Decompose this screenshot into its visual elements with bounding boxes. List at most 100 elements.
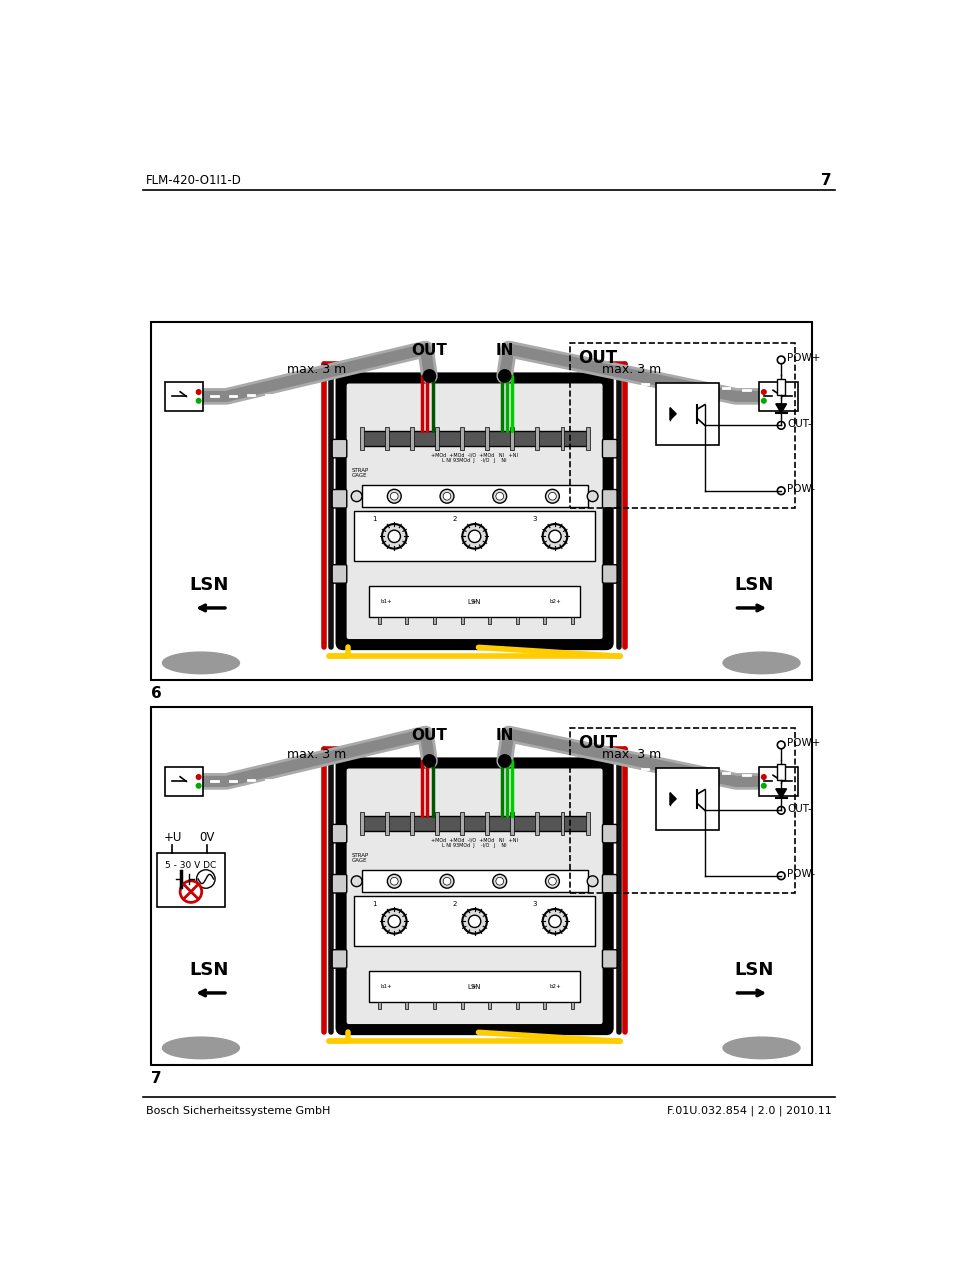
Text: +MOd  +MOd  -I/O  +MOd   NI   +NI: +MOd +MOd -I/O +MOd NI +NI xyxy=(431,452,517,457)
Bar xyxy=(510,427,514,450)
Bar xyxy=(543,1001,546,1009)
Circle shape xyxy=(496,492,503,501)
Polygon shape xyxy=(775,789,785,798)
Circle shape xyxy=(777,355,784,364)
Circle shape xyxy=(196,399,201,403)
Text: max. 3 m: max. 3 m xyxy=(601,748,660,761)
Circle shape xyxy=(196,870,214,888)
Circle shape xyxy=(498,369,511,382)
Text: L NI 93MOd  J    -I/O   J    NI: L NI 93MOd J -I/O J NI xyxy=(442,842,506,847)
FancyBboxPatch shape xyxy=(332,489,347,508)
Circle shape xyxy=(387,874,401,888)
Text: POW+: POW+ xyxy=(786,739,820,748)
Text: FLM-420-O1I1-D: FLM-420-O1I1-D xyxy=(146,175,242,187)
Circle shape xyxy=(548,530,560,543)
Text: 7: 7 xyxy=(821,173,831,189)
Text: b1+: b1+ xyxy=(380,599,393,604)
Circle shape xyxy=(542,910,567,934)
Bar xyxy=(361,870,587,892)
Text: STRAP
GAGE: STRAP GAGE xyxy=(351,852,368,864)
Circle shape xyxy=(777,741,784,749)
Circle shape xyxy=(777,871,784,879)
Bar xyxy=(535,813,538,834)
Circle shape xyxy=(351,490,361,502)
Circle shape xyxy=(493,874,506,888)
FancyBboxPatch shape xyxy=(602,440,617,457)
FancyBboxPatch shape xyxy=(332,564,347,583)
Circle shape xyxy=(493,489,506,503)
Text: LSN: LSN xyxy=(189,576,228,594)
Bar xyxy=(377,1001,380,1009)
Bar xyxy=(435,427,438,450)
Circle shape xyxy=(777,422,784,429)
Circle shape xyxy=(351,875,361,887)
Bar xyxy=(359,427,363,450)
Circle shape xyxy=(777,487,784,494)
FancyBboxPatch shape xyxy=(332,440,347,457)
Bar xyxy=(655,767,718,831)
Text: STRAP
GAGE: STRAP GAGE xyxy=(351,468,368,479)
Text: 3: 3 xyxy=(532,902,537,907)
Text: +U: +U xyxy=(163,831,181,843)
Circle shape xyxy=(587,490,598,502)
Bar xyxy=(585,427,589,450)
Circle shape xyxy=(760,775,765,780)
Circle shape xyxy=(388,915,400,927)
Circle shape xyxy=(760,390,765,395)
Bar xyxy=(405,1001,408,1009)
Text: 6: 6 xyxy=(151,685,161,701)
Circle shape xyxy=(381,910,406,934)
Bar xyxy=(361,485,587,507)
Text: b2+: b2+ xyxy=(549,599,560,604)
Bar xyxy=(410,427,414,450)
Text: IN: IN xyxy=(495,729,514,743)
Bar xyxy=(570,727,794,893)
Circle shape xyxy=(548,492,556,501)
Bar xyxy=(516,1001,518,1009)
Bar xyxy=(433,1001,436,1009)
Bar xyxy=(435,813,438,834)
Bar xyxy=(165,382,203,412)
Circle shape xyxy=(443,878,451,885)
FancyBboxPatch shape xyxy=(332,824,347,843)
Text: b2+: b2+ xyxy=(549,984,560,989)
Text: LSN: LSN xyxy=(189,961,228,980)
Text: 1: 1 xyxy=(372,902,376,907)
Bar xyxy=(361,431,587,446)
Text: max. 3 m: max. 3 m xyxy=(287,363,346,376)
Text: 7: 7 xyxy=(151,1070,161,1085)
Bar xyxy=(460,617,463,624)
Bar xyxy=(384,427,388,450)
Circle shape xyxy=(496,878,503,885)
Circle shape xyxy=(587,875,598,887)
Circle shape xyxy=(423,369,436,382)
Polygon shape xyxy=(775,404,785,413)
Bar xyxy=(151,321,811,679)
Text: OUT: OUT xyxy=(411,729,447,743)
Bar xyxy=(560,813,564,834)
Circle shape xyxy=(196,775,201,780)
Circle shape xyxy=(548,915,560,927)
Bar xyxy=(405,617,408,624)
Bar xyxy=(384,813,388,834)
Circle shape xyxy=(548,878,556,885)
Bar xyxy=(570,343,794,508)
Bar xyxy=(488,1001,491,1009)
Text: LSN: LSN xyxy=(467,984,481,990)
Text: max. 3 m: max. 3 m xyxy=(287,748,346,761)
Text: Bosch Sicherheitssysteme GmbH: Bosch Sicherheitssysteme GmbH xyxy=(146,1106,331,1116)
Text: LSN: LSN xyxy=(467,599,481,604)
FancyBboxPatch shape xyxy=(602,564,617,583)
Bar xyxy=(485,813,489,834)
Text: LSN: LSN xyxy=(734,576,773,594)
Bar xyxy=(359,813,363,834)
Bar xyxy=(543,617,546,624)
Bar xyxy=(485,427,489,450)
Bar xyxy=(560,427,564,450)
Circle shape xyxy=(760,399,765,403)
Circle shape xyxy=(387,489,401,503)
Polygon shape xyxy=(669,408,676,420)
FancyBboxPatch shape xyxy=(338,375,610,647)
Text: 2: 2 xyxy=(452,516,456,522)
Bar xyxy=(157,854,225,907)
